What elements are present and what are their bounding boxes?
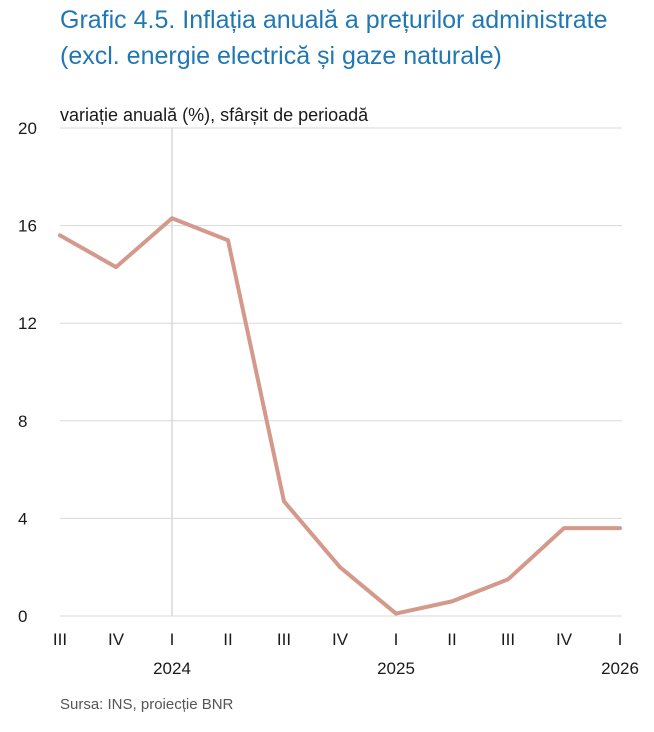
x-tick-label-4: III (277, 630, 291, 649)
x-tick-label-5: IV (332, 630, 349, 649)
y-tick-label-0: 0 (18, 607, 27, 626)
y-tick-label-8: 8 (18, 412, 27, 431)
x-tick-label-1: IV (108, 630, 125, 649)
year-label-2025: 2025 (377, 659, 415, 678)
year-label-2024: 2024 (153, 659, 191, 678)
chart-title-line-1: Grafic 4.5. Inflația anuală a prețurilor… (60, 6, 608, 34)
x-tick-label-3: II (223, 630, 232, 649)
y-tick-labels: 0 4 8 12 16 20 (18, 119, 37, 626)
chart-title: Grafic 4.5. Inflația anuală a prețurilor… (60, 2, 650, 74)
x-tick-label-8: III (501, 630, 515, 649)
y-axis-label: variație anuală (%), sfârșit de perioadă (60, 105, 369, 125)
series-lines (58, 216, 622, 616)
x-tick-labels: III IV I II III IV I II III IV I (53, 630, 622, 649)
year-label-2026: 2026 (601, 659, 639, 678)
series-line-0 (58, 216, 622, 616)
y-tick-label-16: 16 (18, 217, 37, 236)
y-tick-label-4: 4 (18, 509, 27, 528)
source-note: Sursa: INS, proiecție BNR (60, 696, 234, 713)
chart-title-line-2: (excl. energie electrică și gaze natural… (60, 42, 502, 70)
x-tick-label-10: I (618, 630, 623, 649)
line-chart: variație anuală (%), sfârșit de perioadă… (18, 105, 639, 678)
year-labels: 2024 2025 2026 (153, 659, 639, 678)
x-tick-label-9: IV (556, 630, 573, 649)
x-tick-label-6: I (394, 630, 399, 649)
y-tick-label-20: 20 (18, 119, 37, 138)
x-tick-label-2: I (170, 630, 175, 649)
y-tick-label-12: 12 (18, 314, 37, 333)
grid-lines (60, 127, 622, 617)
x-tick-label-7: II (447, 630, 456, 649)
x-tick-label-0: III (53, 630, 67, 649)
